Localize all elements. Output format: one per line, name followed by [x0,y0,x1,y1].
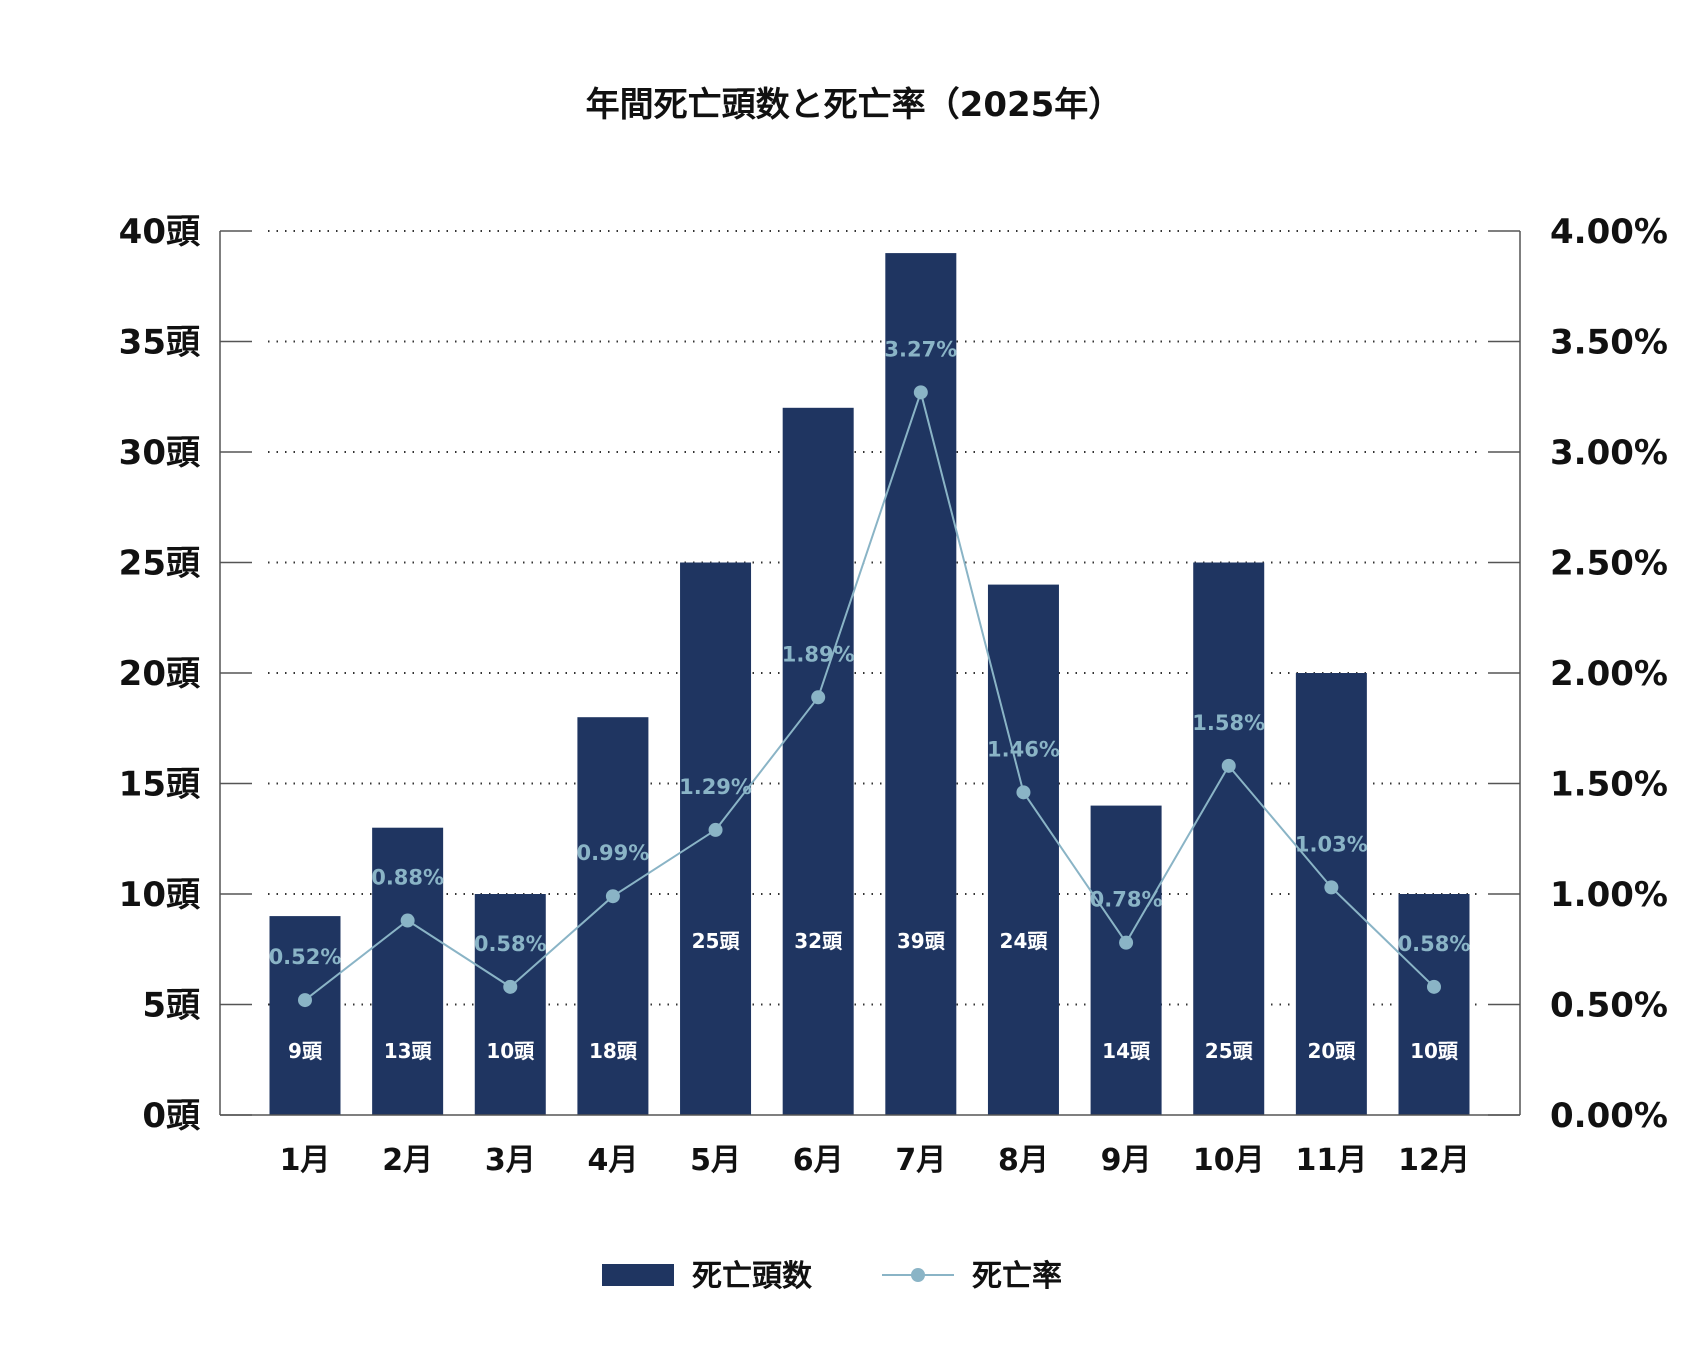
rate-point [298,993,312,1008]
bar [1398,894,1470,1115]
rate-point [1119,935,1134,950]
bar [1090,805,1162,1115]
rate-value-label: 0.58% [474,932,547,956]
bar-value-label: 10頭 [486,1039,535,1063]
rate-value-label: 1.58% [1192,711,1265,735]
x-tick-label: 7月 [895,1143,946,1178]
legend: 死亡頭数 死亡率 [602,1259,1062,1294]
bar-value-label: 10頭 [1410,1039,1459,1063]
rate-value-label: 0.88% [371,866,444,890]
bar [680,562,752,1115]
rate-value-label: 1.89% [782,642,855,666]
legend-label-bar: 死亡頭数 [692,1259,813,1294]
rate-point [1427,979,1441,994]
rate-point [400,913,415,928]
x-tick-label: 6月 [793,1143,844,1178]
rate-point [708,822,723,837]
rate-line [304,388,1435,1001]
right-tick-label: 1.00% [1550,875,1668,915]
chart-title: 年間死亡頭数と死亡率（2025年） [586,85,1123,125]
left-tick-label: 10頭 [119,875,201,915]
rate-value-label: 1.03% [1295,832,1368,856]
rate-point [1016,785,1031,800]
rate-point [1221,758,1236,773]
x-tick-label: 8月 [998,1143,1049,1178]
rate-value-label: 0.52% [269,945,342,969]
rate-value-label: 1.29% [679,775,752,799]
rate-value-label: 0.58% [1398,932,1471,956]
right-tick-label: 0.50% [1550,986,1668,1026]
left-tick-label: 30頭 [119,433,201,473]
x-tick-label: 10月 [1193,1143,1265,1178]
legend-swatch-bar [602,1264,674,1286]
bar-value-label: 39頭 [897,929,946,953]
rate-point [913,385,928,400]
rate-point [605,889,620,904]
x-tick-label: 2月 [382,1143,433,1178]
bar-value-label: 20頭 [1307,1039,1356,1063]
x-tick-label: 1月 [280,1143,331,1178]
rate-value-label: 0.78% [1090,888,1163,912]
bar-value-label: 25頭 [692,929,741,953]
legend-swatch-marker [911,1268,925,1282]
right-tick-label: 3.50% [1550,323,1668,363]
left-tick-label: 20頭 [119,654,201,694]
bar-value-label: 18頭 [589,1039,638,1063]
rate-value-label: 3.27% [884,337,957,361]
rate-value-label: 1.46% [987,737,1060,761]
bar-value-label: 13頭 [384,1039,433,1063]
bar-value-label: 24頭 [1000,929,1049,953]
x-tick-label: 12月 [1398,1143,1470,1178]
rate-point [1324,880,1339,895]
left-tick-label: 0頭 [142,1096,201,1136]
bar [987,584,1059,1115]
right-tick-label: 0.00% [1550,1096,1668,1136]
right-tick-label: 2.50% [1550,544,1668,584]
left-tick-label: 35頭 [119,323,201,363]
bar-value-label: 14頭 [1102,1039,1151,1063]
right-tick-label: 4.00% [1550,212,1668,252]
x-tick-label: 3月 [485,1143,536,1178]
bar-value-label: 32頭 [794,929,843,953]
bar [885,253,957,1116]
left-tick-label: 25頭 [119,544,201,584]
bar-value-label: 25頭 [1205,1039,1254,1063]
rate-point [811,690,826,705]
x-tick-label: 11月 [1295,1143,1367,1178]
rate-value-label: 0.99% [576,841,649,865]
bar [782,407,854,1115]
legend-label-line: 死亡率 [972,1259,1062,1294]
left-tick-label: 40頭 [119,212,201,252]
right-tick-label: 2.00% [1550,654,1668,694]
x-tick-label: 9月 [1101,1143,1152,1178]
bar [269,916,341,1115]
bar [372,827,444,1115]
rate-point [503,979,518,994]
bar [1193,562,1265,1115]
x-tick-label: 4月 [587,1143,638,1178]
left-tick-label: 5頭 [142,986,201,1026]
right-tick-label: 1.50% [1550,765,1668,805]
bar [474,894,546,1115]
right-tick-label: 3.00% [1550,433,1668,473]
bar-value-label: 9頭 [288,1039,323,1063]
x-tick-label: 5月 [690,1143,741,1178]
left-tick-label: 15頭 [119,765,201,805]
